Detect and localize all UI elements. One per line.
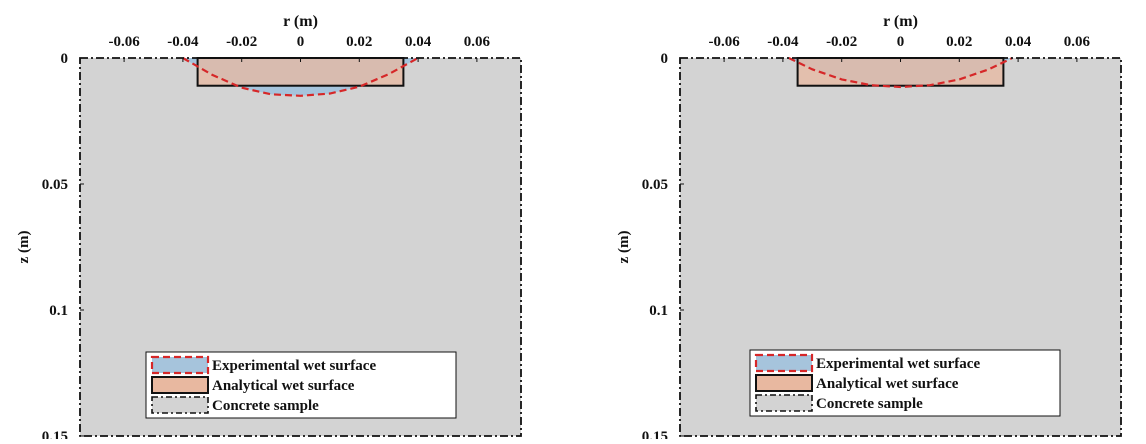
x-tick-label: -0.02 xyxy=(226,34,257,50)
y-tick-label: 0.05 xyxy=(42,177,68,193)
y-tick-label: 0.15 xyxy=(642,429,668,439)
y-tick-label: 0.15 xyxy=(42,429,68,439)
legend-swatch-experimental xyxy=(150,355,210,375)
x-tick-label: 0.02 xyxy=(946,34,972,50)
legend-entry-label: Concrete sample xyxy=(212,398,319,414)
legend-swatch-analytical xyxy=(755,374,813,392)
x-axis-label: r (m) xyxy=(883,13,918,30)
y-tick-label: 0.1 xyxy=(49,303,68,319)
x-tick-label: -0.06 xyxy=(708,34,740,50)
experimental-wet-surface-edge xyxy=(788,57,1013,89)
x-tick-label: 0.06 xyxy=(464,34,491,50)
y-tick-label: 0.1 xyxy=(649,303,668,319)
right-chart-panel: -0.06 -0.04 -0.02 0 0.02 0.04 0.06 r (m) 0 0.05 0.… xyxy=(573,0,1146,444)
y-tick-label: 0.05 xyxy=(642,177,668,193)
y-axis-label: z (m) xyxy=(616,231,632,264)
legend-swatch-concrete xyxy=(755,394,813,412)
x-tick-label: -0.02 xyxy=(826,34,857,50)
legend-entry-label: Analytical wet surface xyxy=(212,378,355,394)
right-chart: -0.06 -0.04 -0.02 0 0.02 0.04 0.06 r (m) 0 0.05 0.… xyxy=(616,13,1122,444)
legend-entry-label: Experimental wet surface xyxy=(816,356,980,372)
x-tick-label: -0.06 xyxy=(108,34,140,50)
legend-swatch-analytical xyxy=(151,376,209,394)
x-tick-label: 0.06 xyxy=(1064,34,1091,50)
y-tick-label: 0 xyxy=(61,51,69,67)
x-tick-label: 0 xyxy=(897,34,905,50)
legend-entry-label: Concrete sample xyxy=(816,396,923,412)
x-tick-label: 0 xyxy=(297,34,305,50)
analytical-wet-surface xyxy=(796,57,1005,87)
x-tick-label: -0.04 xyxy=(767,34,799,50)
legend-entry-label: Experimental wet surface xyxy=(212,358,376,374)
x-tick-label: 0.04 xyxy=(405,34,432,50)
legend-entry-label: Analytical wet surface xyxy=(816,376,959,392)
x-tick-label: -0.04 xyxy=(167,34,199,50)
left-chart-panel: -0.06 -0.04 -0.02 0 0.02 0.04 0.06 r (m) 0 0.05 0.… xyxy=(0,0,573,444)
legend-swatch-concrete xyxy=(151,396,209,414)
y-axis-label: z (m) xyxy=(16,231,32,264)
experimental-wet-surface-edge xyxy=(182,57,419,97)
legend-swatch-experimental xyxy=(754,353,814,373)
x-axis-label: r (m) xyxy=(283,13,318,30)
left-chart: -0.06 -0.04 -0.02 0 0.02 0.04 0.06 r (m) 0 0.05 0.… xyxy=(16,13,522,444)
x-tick-label: 0.02 xyxy=(346,34,372,50)
y-tick-label: 0 xyxy=(661,51,669,67)
x-tick-label: 0.04 xyxy=(1005,34,1032,50)
